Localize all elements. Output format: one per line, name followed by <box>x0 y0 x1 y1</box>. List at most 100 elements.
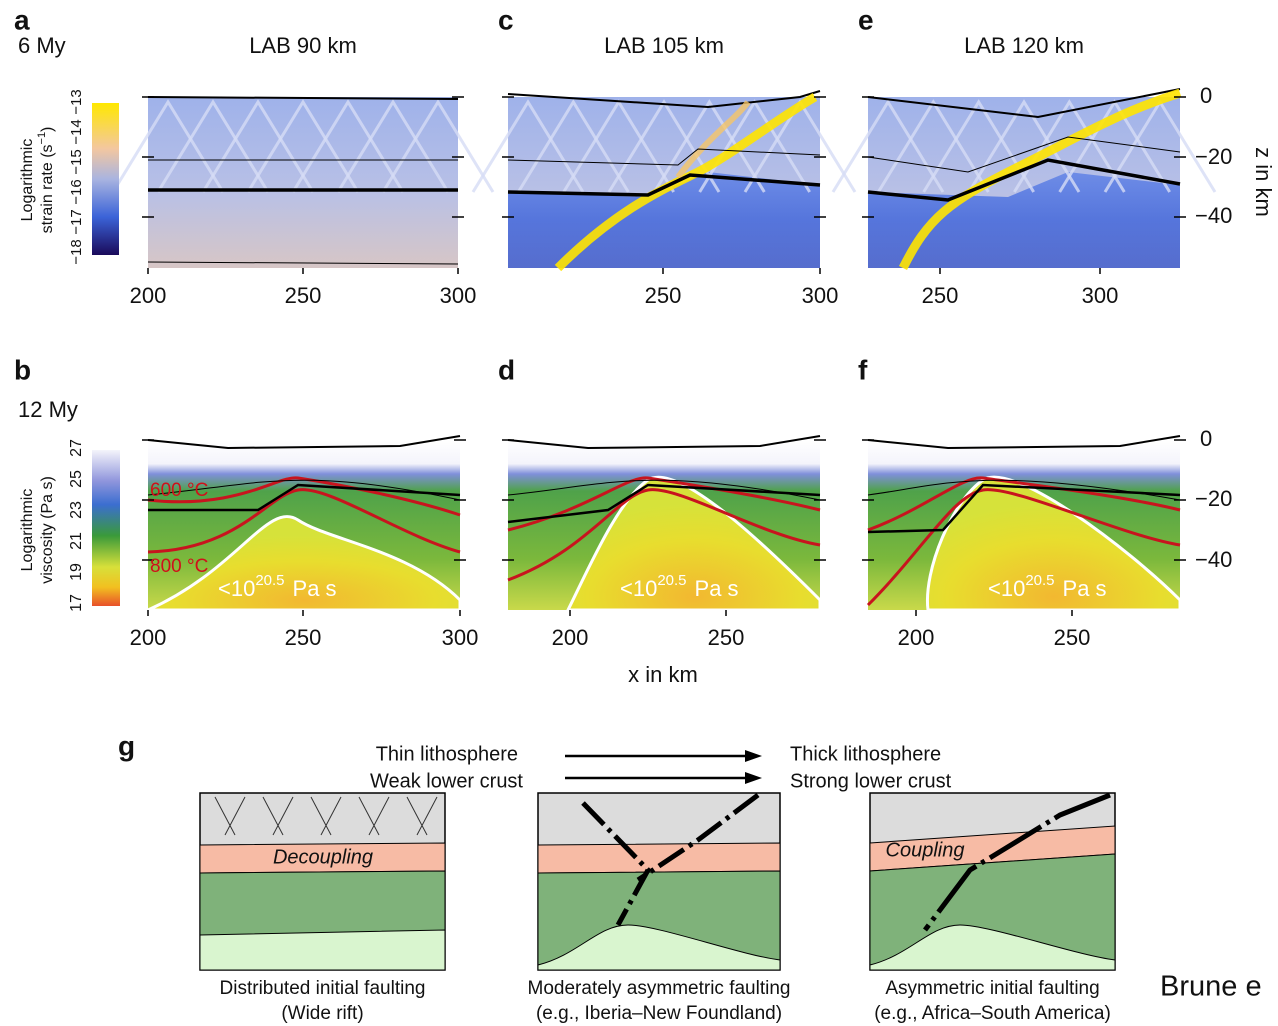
time-label: 12 My <box>18 397 78 422</box>
shear-band <box>201 99 315 193</box>
sketch-caption: Moderately asymmetric faulting <box>528 978 791 999</box>
viscosity-note: <1020.5 Pa s <box>218 572 337 601</box>
note-base: <10 <box>620 576 657 601</box>
shear-zone <box>554 93 818 272</box>
shear-band <box>111 99 225 193</box>
panel-title: LAB 90 km <box>249 33 357 58</box>
moho <box>507 148 821 166</box>
colorbar-tick-label: −18 <box>68 239 85 264</box>
arrow-head <box>745 772 762 784</box>
title-part: ) <box>39 127 56 132</box>
panel-letter: a <box>14 4 30 35</box>
panel-letter: d <box>498 354 515 385</box>
layer-label: Coupling <box>886 839 965 861</box>
shear-band <box>653 99 766 193</box>
note-exp: 20.5 <box>657 572 686 589</box>
viscosity-note: <1020.5 Pa s <box>988 572 1107 601</box>
x-axis-label: x in km <box>628 662 698 687</box>
shear-band <box>831 99 945 193</box>
weak-mantle <box>147 515 462 612</box>
sketch-caption: (Wide rift) <box>281 1003 363 1024</box>
credit: Brune e <box>1160 971 1262 1003</box>
colorbar-title: viscosity (Pa s) <box>39 476 56 584</box>
colorbar-tick-label: 21 <box>68 532 85 550</box>
colorbar-title: Logarithmic <box>19 489 36 572</box>
topography <box>507 90 821 109</box>
x-tick-label: 200 <box>130 625 167 650</box>
lower-mantle <box>537 924 781 971</box>
panel-letter: b <box>14 354 31 385</box>
shear-band <box>922 99 1035 193</box>
z-axis-label: z in km <box>1251 147 1276 217</box>
lower-mantle <box>869 924 1116 971</box>
small-fault <box>214 796 246 836</box>
moho <box>507 479 821 501</box>
note-unit: Pa s <box>293 576 337 601</box>
x-tick-label: 200 <box>898 625 935 650</box>
colorbar-tick-label: −13 <box>68 89 85 114</box>
colorbar-title: Logarithmic <box>19 139 36 222</box>
colorbar-tick-label: 23 <box>68 501 85 519</box>
time-label: 6 My <box>18 33 66 58</box>
lab <box>507 173 821 197</box>
shear-band <box>246 99 360 193</box>
strain-field-deep <box>868 172 1180 268</box>
x-tick-label: 300 <box>802 283 839 308</box>
panel-letter: e <box>858 4 874 35</box>
layer-label: Decoupling <box>273 846 373 868</box>
x-tick-label: 300 <box>442 625 479 650</box>
panel-title: LAB 105 km <box>604 33 724 58</box>
colorbar-tick-label: 27 <box>68 439 85 457</box>
note-base: <10 <box>218 576 255 601</box>
isotherm-label: 600 °C <box>150 480 208 501</box>
lab <box>507 483 821 524</box>
small-fault <box>358 796 390 836</box>
sketch-caption: Asymmetric initial faulting <box>885 978 1099 999</box>
sketch-caption: Distributed initial faulting <box>220 978 426 999</box>
trend-label: Strong lower crust <box>790 770 952 792</box>
lower-crust <box>537 842 781 874</box>
isotherm-800 <box>507 488 821 582</box>
z-tick-label: −40 <box>1195 547 1232 572</box>
trend-label: Weak lower crust <box>370 770 523 792</box>
shear-band <box>156 99 270 193</box>
x-tick-label: 250 <box>922 283 959 308</box>
lab <box>867 483 1181 534</box>
shear-zone <box>675 100 751 179</box>
fault <box>636 793 760 883</box>
x-tick-label: 250 <box>645 283 682 308</box>
sketch-caption: (e.g., Iberia–New Foundland) <box>536 1003 782 1024</box>
topography <box>507 435 821 450</box>
moho <box>147 479 461 501</box>
fault <box>923 792 1111 932</box>
shear-band <box>381 99 495 193</box>
moho <box>867 479 1181 501</box>
title-exp: −1 <box>36 132 48 145</box>
colorbar-tick-label: 19 <box>68 563 85 581</box>
x-tick-label: 300 <box>1082 283 1119 308</box>
z-tick-label: −40 <box>1195 203 1232 228</box>
lab <box>867 158 1181 202</box>
topography <box>867 435 1181 450</box>
title-part: strain rate (s <box>39 144 56 233</box>
x-tick-label: 200 <box>552 625 589 650</box>
small-fault <box>406 796 438 836</box>
note-base: <10 <box>988 576 1025 601</box>
isotherm-600 <box>147 476 461 517</box>
shear-band <box>517 99 630 193</box>
colorbar-tick-label: −16 <box>68 179 85 204</box>
base-line <box>147 261 459 265</box>
viscosity-colorbar <box>92 450 120 606</box>
z-tick-label: 0 <box>1200 83 1212 108</box>
note-unit: Pa s <box>1063 576 1107 601</box>
shear-band <box>607 99 721 193</box>
x-tick-label: 250 <box>285 283 322 308</box>
fault <box>581 801 652 927</box>
isotherm-800 <box>866 488 1181 607</box>
weak-mantle <box>925 475 1182 612</box>
x-tick-label: 250 <box>1054 625 1091 650</box>
x-tick-label: 250 <box>708 625 745 650</box>
isotherm-800 <box>147 488 461 554</box>
colorbar-tick-label: −17 <box>68 209 85 234</box>
